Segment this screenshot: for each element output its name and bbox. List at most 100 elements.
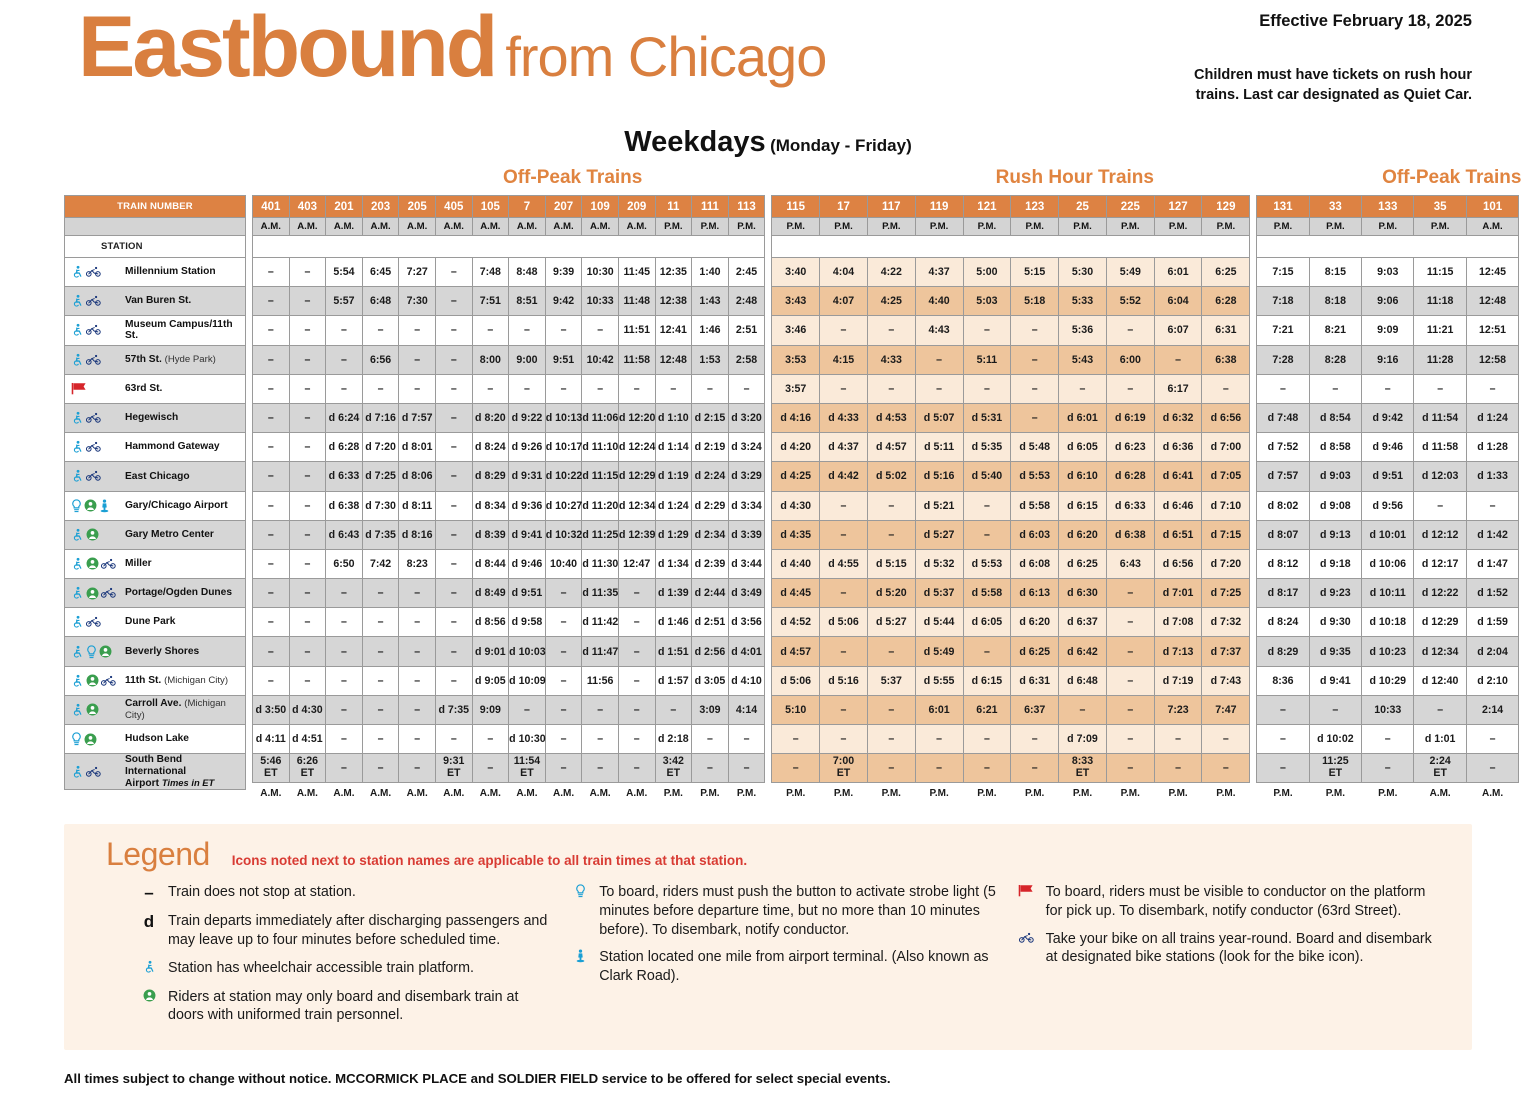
train-number[interactable]: 115 bbox=[771, 195, 821, 218]
time-cell[interactable]: – bbox=[252, 519, 290, 550]
time-cell[interactable]: d 9:41 bbox=[1308, 665, 1363, 696]
time-cell[interactable]: 7:30 bbox=[398, 286, 436, 317]
time-cell[interactable]: 1:40 bbox=[691, 256, 729, 288]
time-cell[interactable]: d 8:17 bbox=[1256, 578, 1310, 609]
time-cell[interactable]: 4:15 bbox=[819, 344, 868, 375]
time-cell[interactable]: d 6:15 bbox=[962, 665, 1012, 696]
time-cell[interactable]: d 6:51 bbox=[1153, 519, 1203, 550]
time-cell[interactable]: d 6:37 bbox=[1058, 607, 1107, 638]
time-cell[interactable]: d 12:39 bbox=[617, 519, 656, 550]
time-cell[interactable]: d 2:18 bbox=[654, 723, 693, 755]
time-cell[interactable]: – bbox=[617, 607, 656, 638]
train-number[interactable]: 117 bbox=[866, 195, 916, 218]
time-cell[interactable]: 7:28 bbox=[1256, 344, 1310, 375]
time-cell[interactable]: 2:58 bbox=[727, 344, 766, 375]
time-cell[interactable]: d 9:03 bbox=[1308, 461, 1363, 492]
time-cell[interactable]: – bbox=[434, 256, 473, 288]
time-cell[interactable]: d 3:56 bbox=[727, 607, 766, 638]
time-cell[interactable]: d 10:09 bbox=[508, 665, 546, 696]
time-cell[interactable]: – bbox=[398, 723, 436, 755]
time-cell[interactable]: 12:35 bbox=[654, 256, 693, 288]
time-cell[interactable]: d 7:25 bbox=[361, 461, 400, 492]
time-cell[interactable]: – bbox=[288, 490, 327, 521]
time-cell[interactable]: d 6:36 bbox=[1153, 432, 1203, 463]
time-cell[interactable]: 8:18 bbox=[1308, 286, 1363, 317]
station-cell[interactable]: Dune Park bbox=[64, 607, 246, 638]
time-cell[interactable]: – bbox=[361, 578, 400, 609]
time-cell[interactable]: d 11:10 bbox=[581, 432, 619, 463]
time-cell[interactable]: d 8:12 bbox=[1256, 548, 1310, 580]
time-cell[interactable]: d 9:13 bbox=[1308, 519, 1363, 550]
time-cell[interactable]: – bbox=[654, 373, 693, 404]
time-cell[interactable]: – bbox=[1010, 723, 1060, 755]
time-cell[interactable]: – bbox=[1010, 402, 1060, 434]
time-cell[interactable]: – bbox=[434, 461, 473, 492]
time-cell[interactable]: d 11:20 bbox=[581, 490, 619, 521]
time-cell[interactable]: d 6:23 bbox=[1105, 432, 1155, 463]
time-cell[interactable]: – bbox=[544, 373, 583, 404]
time-cell[interactable]: – bbox=[325, 344, 363, 375]
time-cell[interactable]: 6:01 bbox=[914, 694, 964, 726]
time-cell[interactable]: d 6:30 bbox=[1058, 578, 1107, 609]
time-cell[interactable]: d 7:01 bbox=[1153, 578, 1203, 609]
time-cell[interactable]: – bbox=[727, 753, 766, 784]
time-cell[interactable]: – bbox=[508, 373, 546, 404]
time-cell[interactable]: d 3:20 bbox=[727, 402, 766, 434]
time-cell[interactable]: 2:45 bbox=[727, 256, 766, 288]
time-cell[interactable]: d 9:41 bbox=[508, 519, 546, 550]
time-cell[interactable]: d 6:31 bbox=[1010, 665, 1060, 696]
time-cell[interactable]: d 4:40 bbox=[771, 548, 821, 580]
time-cell[interactable]: d 5:15 bbox=[866, 548, 916, 580]
time-cell[interactable]: – bbox=[544, 607, 583, 638]
time-cell[interactable]: – bbox=[617, 753, 656, 784]
time-cell[interactable]: – bbox=[771, 753, 821, 784]
time-cell[interactable]: d 7:20 bbox=[361, 432, 400, 463]
time-cell[interactable]: d 4:35 bbox=[771, 519, 821, 550]
time-cell[interactable]: – bbox=[252, 490, 290, 521]
time-cell[interactable]: – bbox=[288, 665, 327, 696]
time-cell[interactable]: d 5:02 bbox=[866, 461, 916, 492]
time-cell[interactable]: 10:42 bbox=[581, 344, 619, 375]
station-cell[interactable]: Museum Campus/11th St. bbox=[64, 315, 246, 346]
time-cell[interactable]: – bbox=[288, 402, 327, 434]
time-cell[interactable]: – bbox=[325, 578, 363, 609]
time-cell[interactable]: 6:48 bbox=[361, 286, 400, 317]
time-cell[interactable]: 8:23 bbox=[398, 548, 436, 580]
time-cell[interactable]: 8:36 bbox=[1256, 665, 1310, 696]
time-cell[interactable]: d 10:32 bbox=[544, 519, 583, 550]
time-cell[interactable]: – bbox=[581, 373, 619, 404]
time-cell[interactable]: 5:52 bbox=[1105, 286, 1155, 317]
time-cell[interactable]: 9:00 bbox=[508, 344, 546, 375]
time-cell[interactable]: d 12:24 bbox=[617, 432, 656, 463]
time-cell[interactable]: d 10:13 bbox=[544, 402, 583, 434]
time-cell[interactable]: d 8:39 bbox=[471, 519, 510, 550]
time-cell[interactable]: – bbox=[962, 723, 1012, 755]
time-cell[interactable]: 4:07 bbox=[819, 286, 868, 317]
time-cell[interactable]: – bbox=[819, 636, 868, 667]
time-cell[interactable]: d 5:55 bbox=[914, 665, 964, 696]
train-number[interactable]: 11 bbox=[654, 195, 693, 218]
time-cell[interactable]: d 1:47 bbox=[1465, 548, 1520, 580]
time-cell[interactable]: d 7:05 bbox=[1201, 461, 1251, 492]
train-number[interactable]: 17 bbox=[819, 195, 868, 218]
train-number[interactable]: 111 bbox=[691, 195, 729, 218]
time-cell[interactable]: 7:27 bbox=[398, 256, 436, 288]
time-cell[interactable]: 12:41 bbox=[654, 315, 693, 346]
time-cell[interactable]: d 10:11 bbox=[1361, 578, 1415, 609]
time-cell[interactable]: d 5:58 bbox=[1010, 490, 1060, 521]
time-cell[interactable]: – bbox=[866, 753, 916, 784]
time-cell[interactable]: d 10:06 bbox=[1361, 548, 1415, 580]
time-cell[interactable]: – bbox=[1201, 753, 1251, 784]
time-cell[interactable]: d 5:16 bbox=[819, 665, 868, 696]
time-cell[interactable]: – bbox=[361, 723, 400, 755]
time-cell[interactable]: – bbox=[325, 373, 363, 404]
time-cell[interactable]: d 8:54 bbox=[1308, 402, 1363, 434]
time-cell[interactable]: – bbox=[252, 607, 290, 638]
station-cell[interactable]: Gary/Chicago Airport bbox=[64, 490, 246, 521]
time-cell[interactable]: – bbox=[1105, 753, 1155, 784]
time-cell[interactable]: d 2:19 bbox=[691, 432, 729, 463]
time-cell[interactable]: d 6:43 bbox=[325, 519, 363, 550]
time-cell[interactable]: d 12:34 bbox=[617, 490, 656, 521]
time-cell[interactable]: d 1:42 bbox=[1465, 519, 1520, 550]
train-number[interactable]: 101 bbox=[1465, 195, 1520, 218]
